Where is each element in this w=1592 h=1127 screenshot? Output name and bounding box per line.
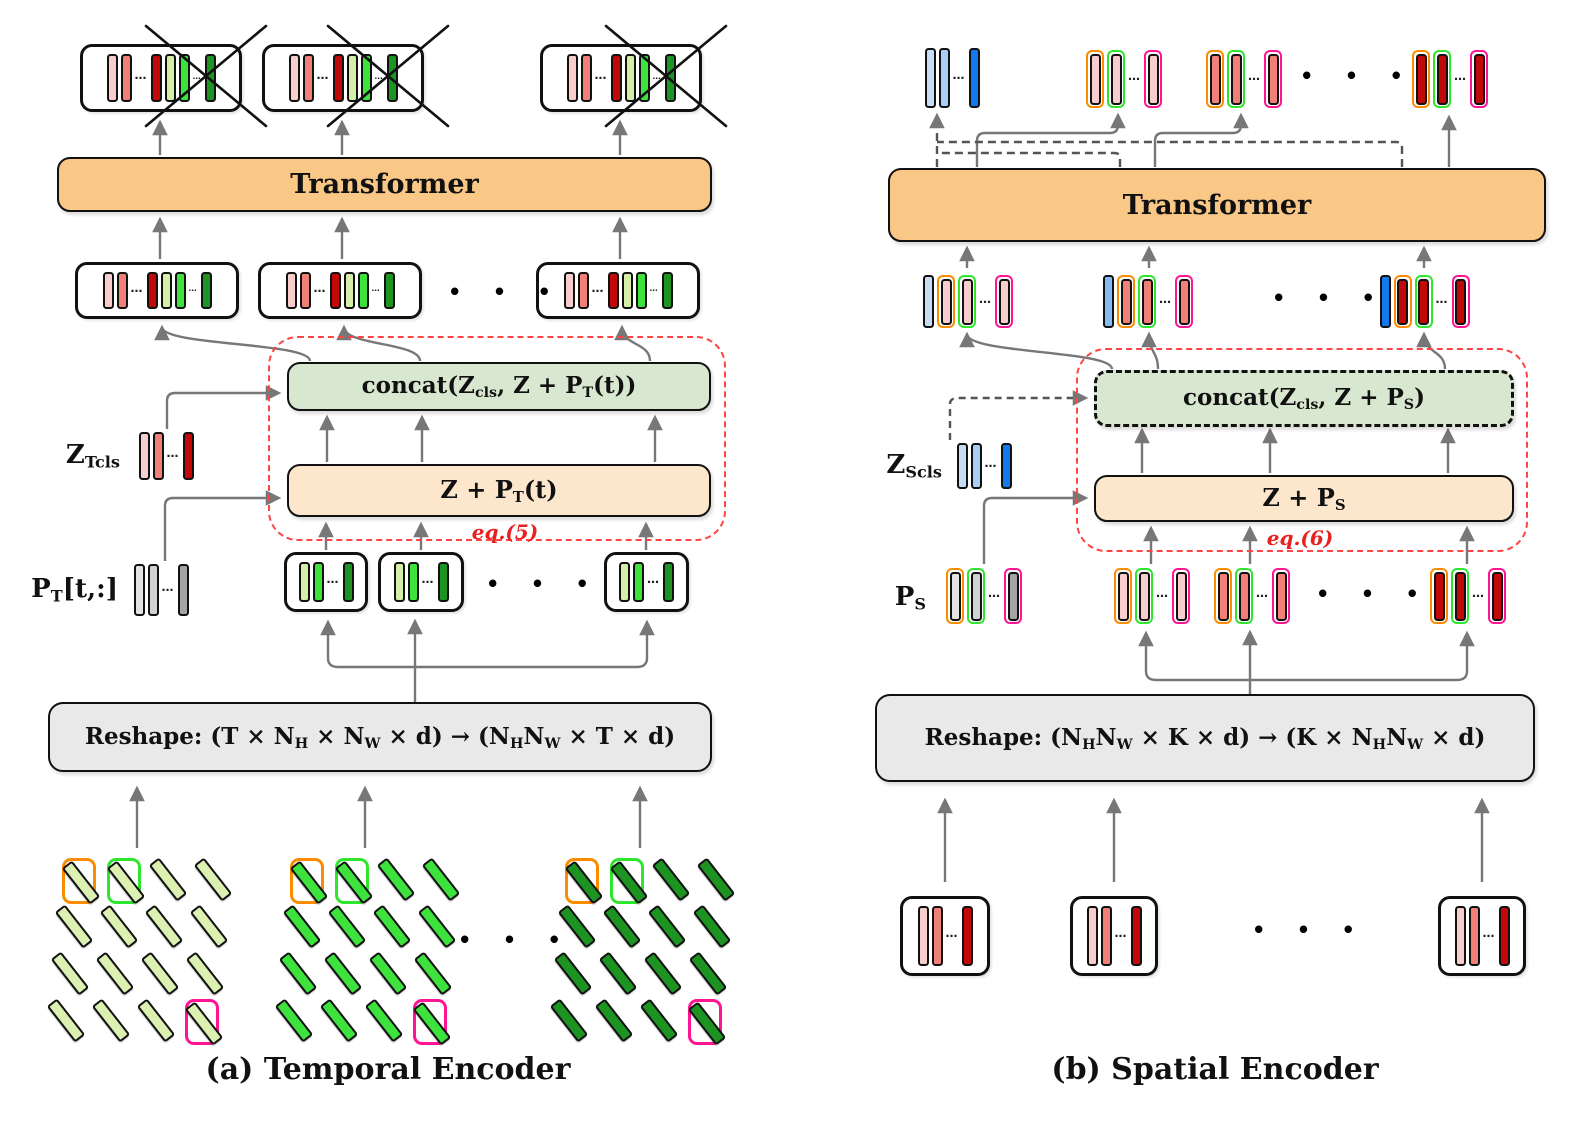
temporal-output-group-N: ⋯	[1438, 896, 1526, 976]
output-tokens-patch1: ⋯	[1078, 48, 1170, 110]
concat-box-temporal: concat(Zcls, Z + PT(t))	[287, 362, 711, 411]
temporal-output-group-2: ⋯	[1070, 896, 1158, 976]
spatial-pos-label: PS	[894, 582, 926, 614]
caption-spatial-encoder: (b) Spatial Encoder	[1051, 1052, 1379, 1087]
input-tokens-patchN: ⋯	[1372, 273, 1477, 330]
ellipsis-output-row-b: • • •	[1300, 64, 1415, 88]
reshape-label: Reshape: (NHNW × K × d) → (K × NHNW × d)	[924, 723, 1486, 753]
ellipsis-input-row-a: • • •	[448, 280, 563, 304]
reshape-box-spatial: Reshape: (NHNW × K × d) → (K × NHNW × d)	[875, 694, 1535, 782]
frame-grid-2	[274, 857, 461, 1048]
output-tokens-frame1: ⋯ ⋯	[80, 44, 242, 112]
eq6-dashed-region	[1076, 348, 1528, 552]
temporal-pos-label: PT[t,:]	[31, 574, 118, 606]
input-tokens-frameK: ⋯ ⋯	[536, 262, 700, 319]
transformer-box-spatial: Transformer	[888, 168, 1546, 242]
temporal-pos-tokens: ⋯	[122, 562, 200, 618]
concat-label: concat(Zcls, Z + PS)	[1183, 384, 1425, 413]
pos-added-tokens-patch1: ⋯	[1102, 566, 1202, 626]
temporal-cls-tokens: ⋯	[127, 430, 205, 482]
input-tokens-frame1: ⋯ ⋯	[75, 262, 239, 319]
frame-grid-3	[549, 857, 736, 1048]
reshape-box-temporal: Reshape: (T × NH × NW × d) → (NHNW × T ×…	[48, 702, 712, 772]
ellipsis-input-row-b: • • •	[1272, 286, 1387, 310]
add-pos-label: Z + PT(t)	[440, 474, 558, 507]
eq5-dashed-region	[268, 336, 726, 541]
output-tokens-patch2: ⋯	[1198, 48, 1290, 110]
add-pos-box-spatial: Z + PS	[1094, 475, 1514, 522]
pos-added-tokens-patch2: ⋯	[1202, 566, 1302, 626]
output-tokens-frame2: ⋯ ⋯	[262, 44, 424, 112]
output-tokens-frameK: ⋯ ⋯	[540, 44, 702, 112]
spatial-cls-label: ZScls	[886, 450, 942, 482]
concat-box-spatial: concat(Zcls, Z + PS)	[1094, 370, 1514, 427]
ellipsis-grid-row-a: • • •	[458, 928, 573, 952]
input-tokens-frame2: ⋯ ⋯	[258, 262, 422, 319]
transformer-label: Transformer	[290, 169, 479, 200]
add-pos-box-temporal: Z + PT(t)	[287, 464, 711, 517]
eq5-label: eq.(5)	[471, 520, 539, 544]
ellipsis-patch-row-a: • • •	[486, 572, 601, 596]
patch-tokens-frameK: ⋯	[604, 552, 689, 612]
pos-added-tokens-patchN: ⋯	[1420, 566, 1516, 626]
transformer-label: Transformer	[1122, 189, 1312, 221]
ellipsis-pos-row-b: • • •	[1316, 582, 1431, 606]
output-cls-tokens-spatial: ⋯	[914, 46, 990, 110]
output-tokens-patchN: ⋯	[1404, 48, 1496, 110]
caption-temporal-encoder: (a) Temporal Encoder	[205, 1052, 571, 1087]
ellipsis-bottom-row-b: • • •	[1252, 918, 1367, 942]
temporal-output-group-1: ⋯	[900, 896, 990, 976]
input-tokens-patch1: ⋯	[916, 273, 1020, 330]
concat-label: concat(Zcls, Z + PT(t))	[361, 372, 637, 401]
spatial-cls-tokens: ⋯	[946, 441, 1022, 491]
temporal-cls-label: ZTcls	[65, 440, 120, 472]
patch-tokens-frame2: ⋯	[378, 552, 464, 612]
reshape-label: Reshape: (T × NH × NW × d) → (NHNW × T ×…	[84, 722, 676, 752]
frame-grid-1	[46, 857, 233, 1048]
eq6-label: eq.(6)	[1266, 526, 1334, 550]
transformer-box-temporal: Transformer	[57, 157, 712, 212]
add-pos-label: Z + PS	[1262, 482, 1346, 515]
patch-tokens-frame1: ⋯	[284, 552, 368, 612]
input-tokens-patch2: ⋯	[1096, 273, 1200, 330]
spatial-pos-tokens: ⋯	[936, 566, 1032, 626]
